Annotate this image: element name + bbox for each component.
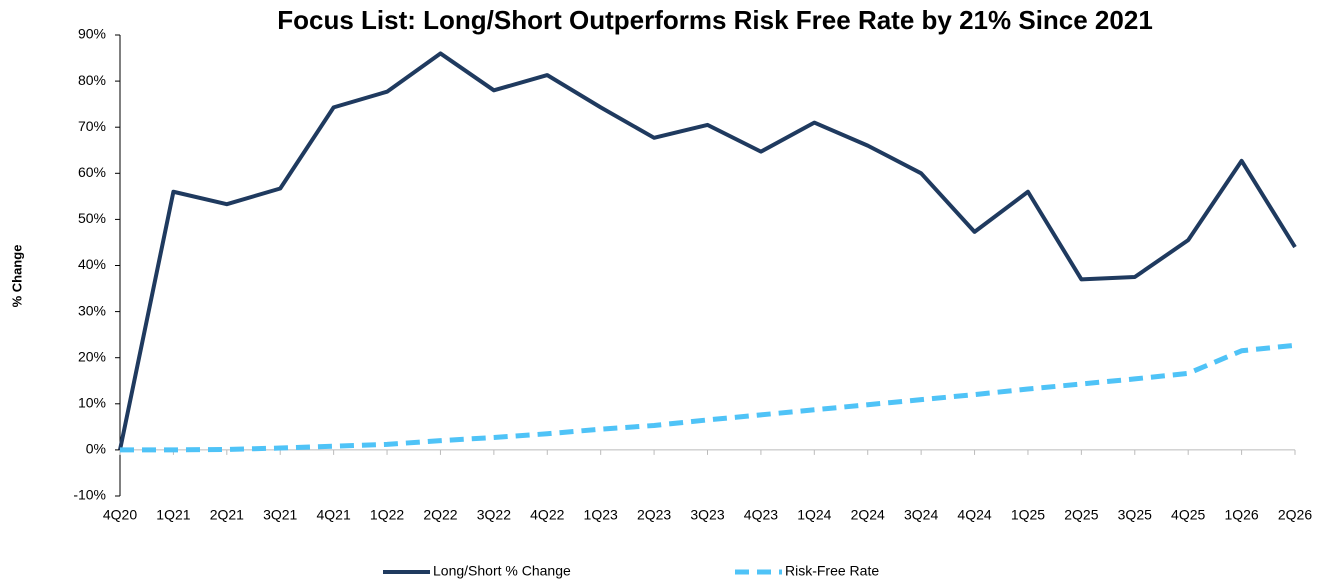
x-tick-label: 4Q25: [1171, 507, 1205, 523]
series-line: [118, 51, 1297, 451]
y-tick-label: -10%: [73, 487, 106, 503]
x-tick-label: 1Q22: [370, 507, 404, 523]
series-line: [120, 342, 1296, 453]
x-tick-label: 1Q24: [797, 507, 831, 523]
y-tick-label: 60%: [78, 164, 106, 180]
x-tick-label: 4Q23: [744, 507, 778, 523]
y-tick-label: 30%: [78, 302, 106, 318]
x-tick-label: 2Q23: [637, 507, 671, 523]
x-tick-label: 1Q26: [1224, 507, 1258, 523]
x-tick-label: 2Q26: [1278, 507, 1312, 523]
x-tick-label: 4Q22: [530, 507, 564, 523]
y-tick-label: 90%: [78, 26, 106, 42]
x-tick-label: 3Q25: [1118, 507, 1152, 523]
y-tick-label: 40%: [78, 256, 106, 272]
x-tick-label: 3Q22: [477, 507, 511, 523]
x-tick-label: 2Q24: [851, 507, 885, 523]
x-tick-label: 2Q21: [210, 507, 244, 523]
x-tick-label: 2Q22: [423, 507, 457, 523]
x-tick-label: 4Q24: [957, 507, 991, 523]
x-tick-label: 1Q23: [584, 507, 618, 523]
y-tick-label: 10%: [78, 395, 106, 411]
x-tick-label: 3Q21: [263, 507, 297, 523]
x-tick-label: 4Q20: [103, 507, 137, 523]
y-tick-label: 50%: [78, 210, 106, 226]
x-tick-label: 3Q24: [904, 507, 938, 523]
y-tick-label: 70%: [78, 118, 106, 134]
legend-label: Risk-Free Rate: [785, 563, 879, 579]
legend-label: Long/Short % Change: [433, 563, 571, 579]
x-tick-label: 4Q21: [317, 507, 351, 523]
y-tick-label: 80%: [78, 72, 106, 88]
chart-title: Focus List: Long/Short Outperforms Risk …: [277, 5, 1153, 35]
x-tick-label: 3Q23: [690, 507, 724, 523]
x-tick-label: 1Q21: [156, 507, 190, 523]
x-tick-label: 1Q25: [1011, 507, 1045, 523]
y-axis-label: % Change: [9, 245, 24, 308]
x-tick-label: 2Q25: [1064, 507, 1098, 523]
y-tick-label: 20%: [78, 348, 106, 364]
y-tick-label: 0%: [86, 441, 106, 457]
